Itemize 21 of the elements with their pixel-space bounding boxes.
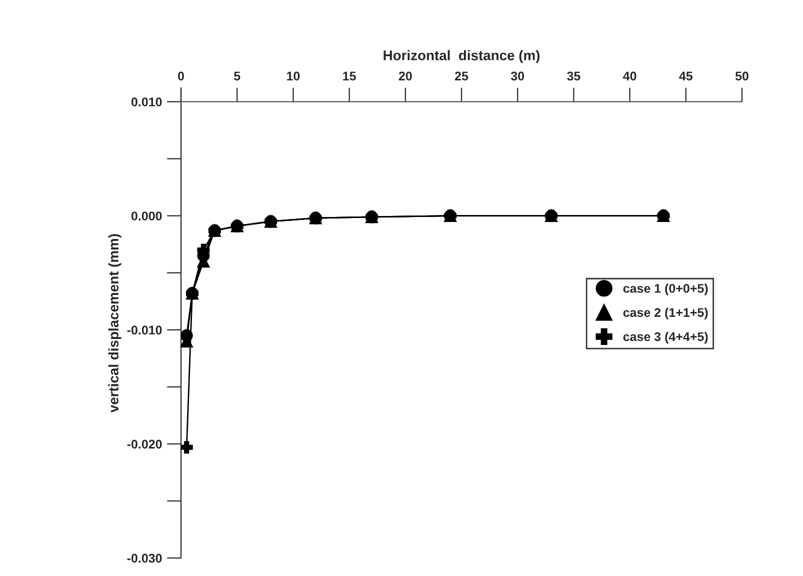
- x-tick-label: 25: [454, 72, 468, 80]
- x-tick-label: 10: [287, 72, 300, 80]
- legend-label: case 1 (0+0+5): [623, 284, 708, 296]
- legend-label: case 3 (4+4+5): [623, 332, 708, 344]
- y-tick-label: -0.030: [127, 554, 162, 563]
- x-tick-label: 0: [178, 72, 184, 80]
- x-tick-label: 45: [679, 72, 693, 80]
- x-tick-label: 35: [567, 72, 580, 80]
- y-tick-label: 0.000: [131, 212, 162, 220]
- x-tick-label: 15: [343, 72, 356, 80]
- x-tick-label: 50: [735, 72, 748, 80]
- x-tick-label: 20: [398, 72, 412, 80]
- legend-label: case 2 (1+1+5): [623, 308, 708, 320]
- y-tick-label: -0.020: [127, 440, 162, 449]
- y-tick-label: -0.010: [127, 326, 162, 334]
- x-axis-title: Horizontal distance (m): [384, 50, 540, 64]
- y-axis-title: vertical displacement (mm): [108, 234, 122, 412]
- x-tick-label: 5: [234, 72, 240, 80]
- x-tick-label: 40: [623, 72, 636, 80]
- y-tick-label: 0.010: [131, 97, 162, 106]
- x-tick-label: 30: [510, 72, 524, 80]
